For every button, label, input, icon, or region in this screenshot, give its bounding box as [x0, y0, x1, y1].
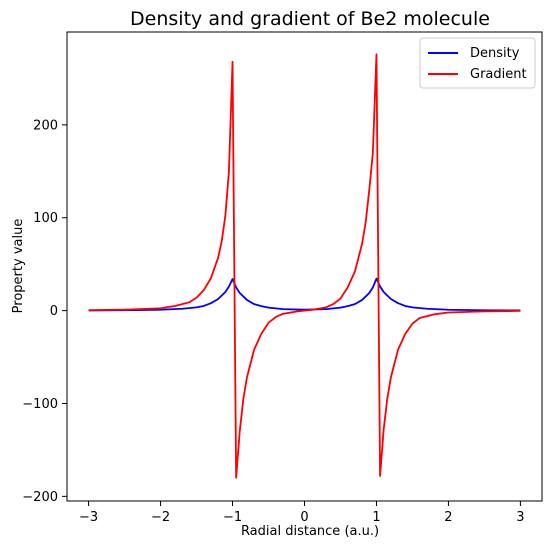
legend-label-gradient: Gradient [470, 67, 527, 82]
y-tick-label: 0 [50, 304, 58, 319]
legend: Density Gradient [419, 37, 536, 89]
x-tick-label: 3 [516, 510, 524, 525]
x-tick-label: 2 [444, 510, 452, 525]
legend-label-density: Density [470, 46, 520, 61]
legend-box [419, 37, 536, 89]
y-tick-label: −100 [22, 397, 58, 412]
x-tick-label: −2 [151, 510, 170, 525]
plot-area [88, 53, 521, 479]
y-tick-label: −200 [22, 490, 58, 505]
x-tick-label: 1 [372, 510, 380, 525]
y-axis-label: Property value [11, 219, 26, 314]
series-line-density [88, 277, 521, 312]
chart-title: Density and gradient of Be2 molecule [130, 8, 490, 30]
x-tick-label: −1 [223, 510, 242, 525]
y-tick-label: 200 [33, 118, 58, 133]
x-axis: −3 −2 −1 0 1 2 3 [79, 501, 525, 525]
y-tick-label: 100 [33, 211, 58, 226]
series-line-gradient [88, 53, 521, 479]
series-group [88, 53, 521, 479]
x-axis-label: Radial distance (a.u.) [241, 524, 379, 539]
x-tick-label: −3 [79, 510, 98, 525]
x-tick-label: 0 [300, 510, 308, 525]
y-axis: −200 −100 0 100 200 [22, 118, 67, 505]
